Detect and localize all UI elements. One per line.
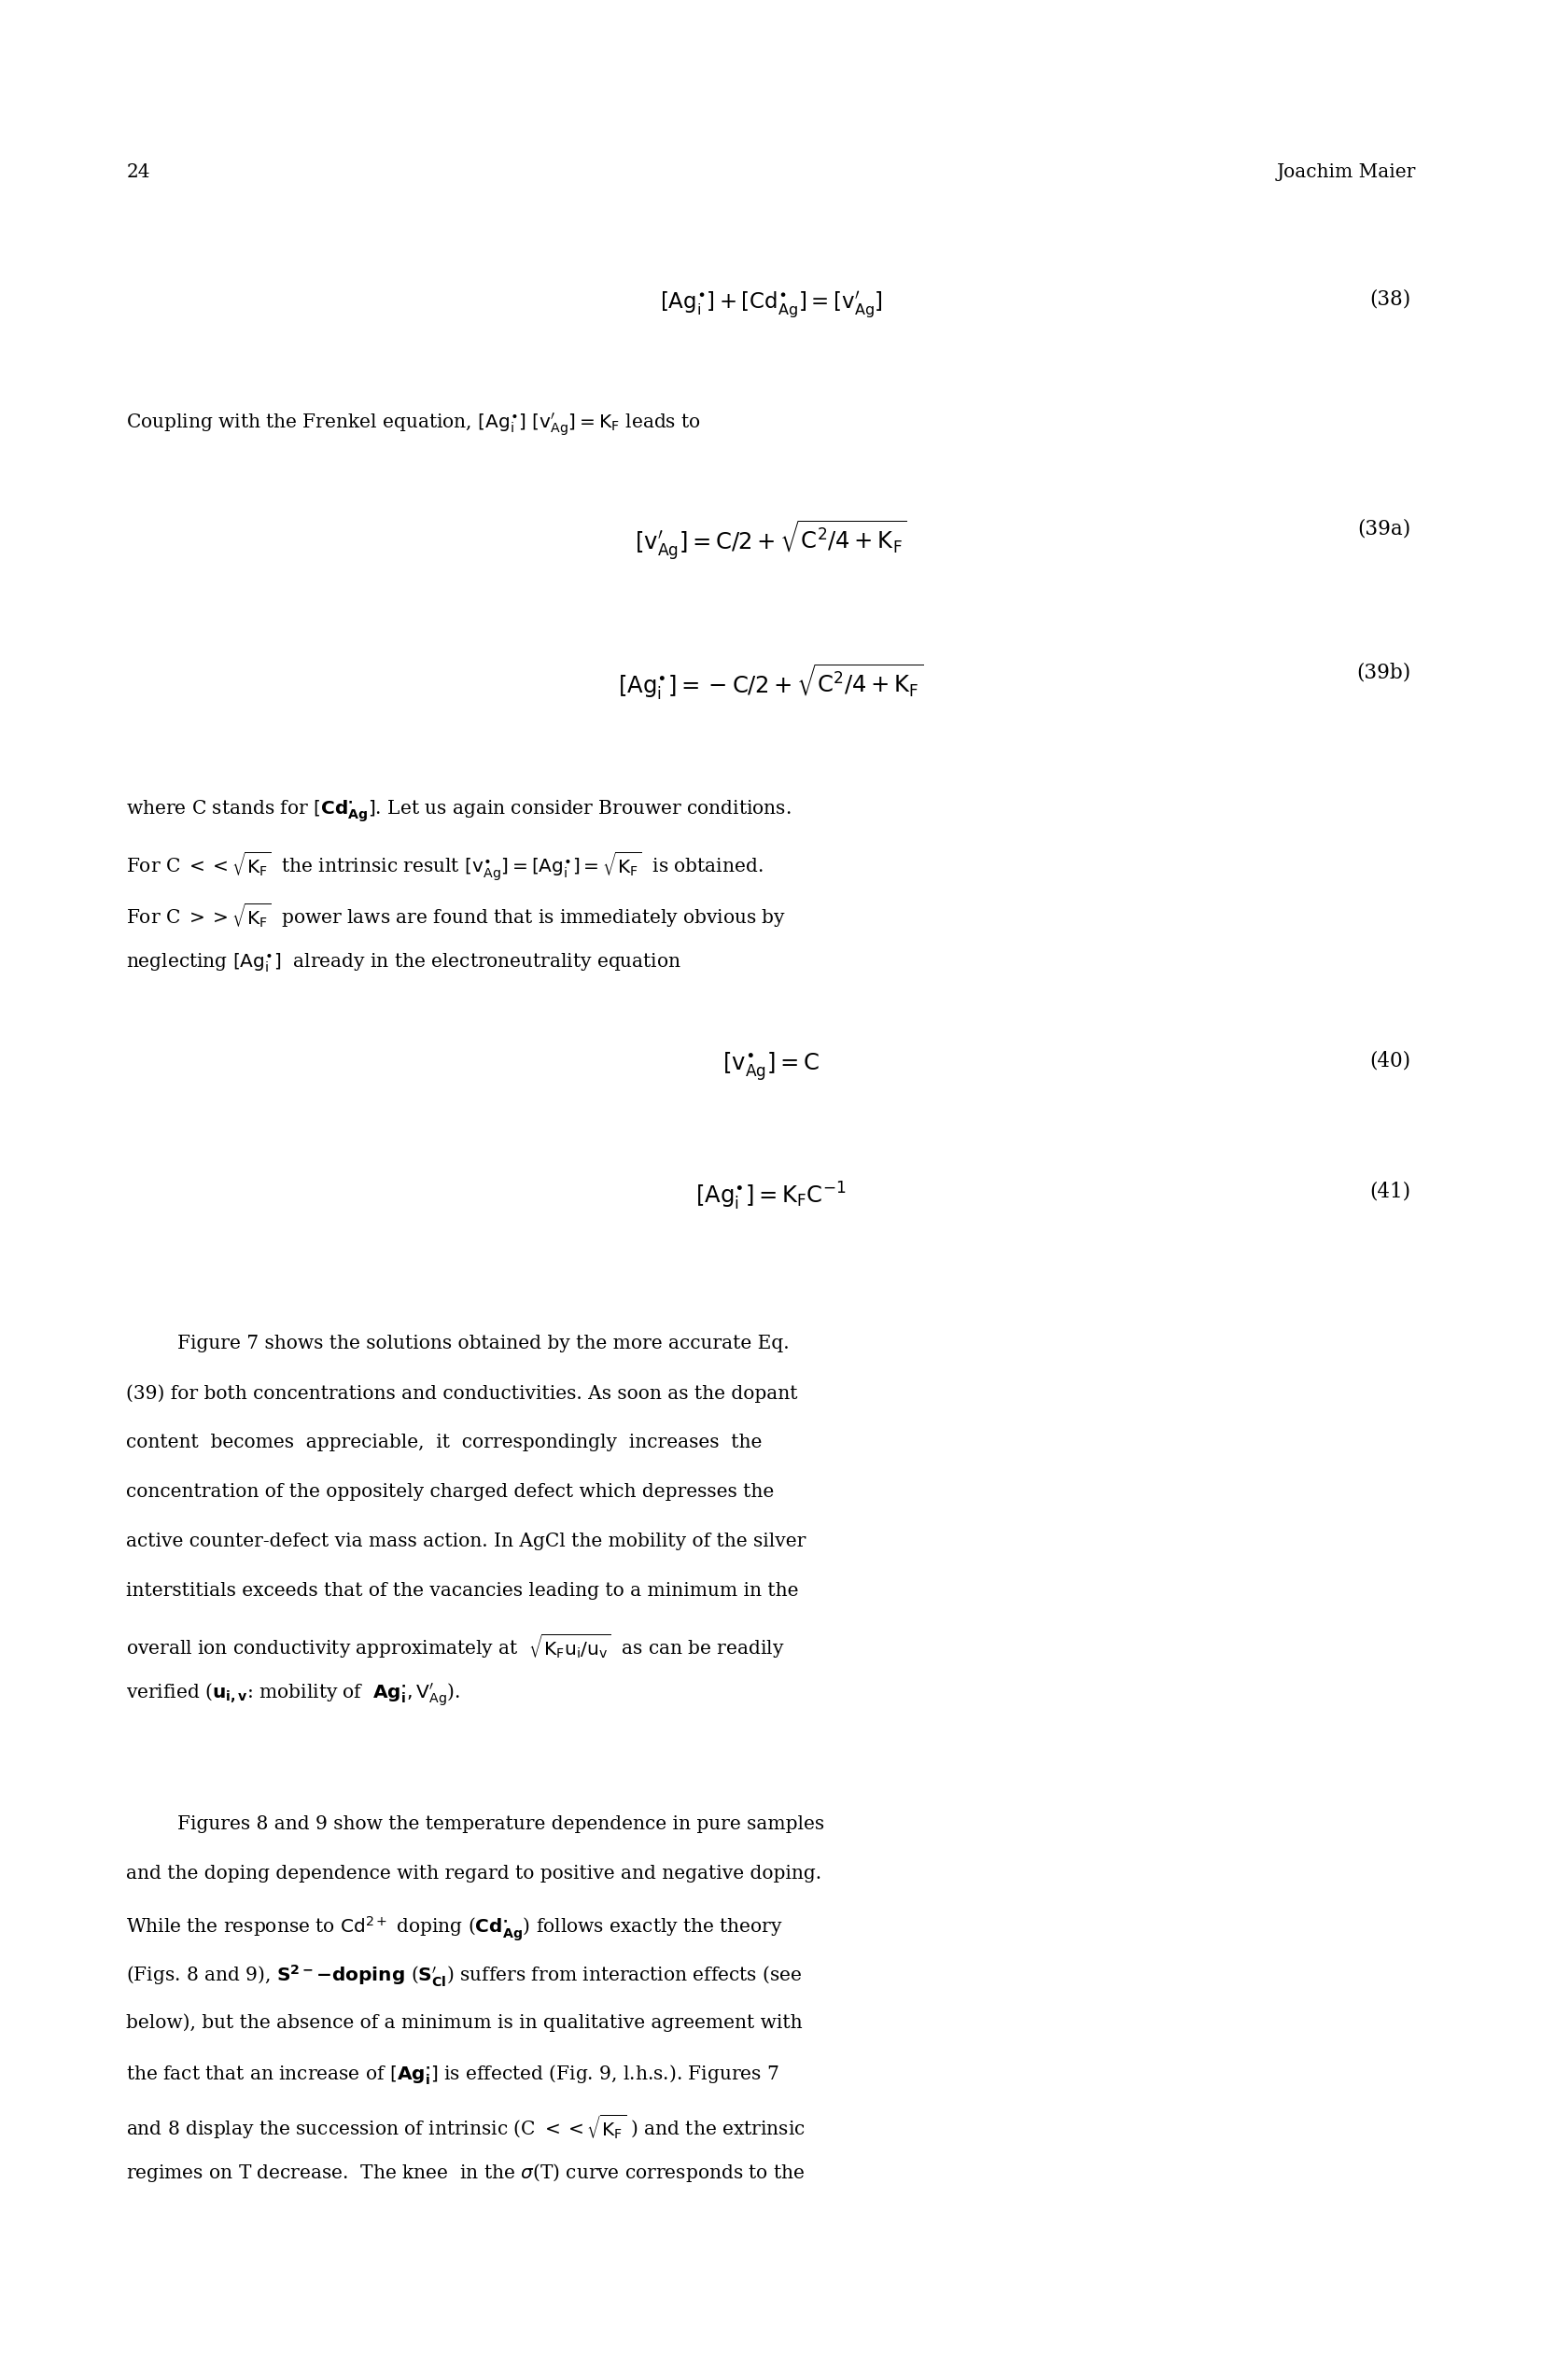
- Text: For C $>>\sqrt{\mathrm{K_F}}$  power laws are found that is immediately obvious : For C $>>\sqrt{\mathrm{K_F}}$ power laws…: [126, 900, 786, 931]
- Text: Joachim Maier: Joachim Maier: [1277, 164, 1416, 181]
- Text: (40): (40): [1369, 1050, 1411, 1071]
- Text: interstitials exceeds that of the vacancies leading to a minimum in the: interstitials exceeds that of the vacanc…: [126, 1583, 799, 1599]
- Text: overall ion conductivity approximately at  $\sqrt{\mathrm{K_F u_i}/\mathrm{u_v}}: overall ion conductivity approximately a…: [126, 1630, 785, 1661]
- Text: and the doping dependence with regard to positive and negative doping.: and the doping dependence with regard to…: [126, 1866, 822, 1883]
- Text: $[\mathrm{Ag_i^{\bullet}}]+[\mathrm{Cd_{Ag}^{\bullet}}]=[\mathrm{v_{Ag}^{\prime}: $[\mathrm{Ag_i^{\bullet}}]+[\mathrm{Cd_{…: [660, 290, 882, 319]
- Text: neglecting $[\mathrm{Ag_i^{\bullet}}]$  already in the electroneutrality equatio: neglecting $[\mathrm{Ag_i^{\bullet}}]$ a…: [126, 952, 682, 976]
- Text: and 8 display the succession of intrinsic (C $<< \sqrt{\mathrm{K_F}}$ ) and the : and 8 display the succession of intrinsi…: [126, 2111, 806, 2142]
- Text: For C $<<\sqrt{\mathrm{K_F}}$  the intrinsic result $[\mathrm{v^{\bullet}_{Ag}}]: For C $<<\sqrt{\mathrm{K_F}}$ the intrin…: [126, 850, 763, 883]
- Text: (41): (41): [1369, 1180, 1411, 1202]
- Text: $[\mathrm{Ag_i^{\bullet}}]=\mathrm{K_F}\mathrm{C}^{-1}$: $[\mathrm{Ag_i^{\bullet}}]=\mathrm{K_F}\…: [695, 1180, 847, 1211]
- Text: (Figs. 8 and 9), $\mathbf{S^{2-}}$$\mathbf{-doping}$ ($\mathbf{S^{\prime}_{Cl}}$: (Figs. 8 and 9), $\mathbf{S^{2-}}$$\math…: [126, 1964, 803, 1990]
- Text: verified ($\mathbf{u_{i,v}}$: mobility of  $\mathbf{Ag_i^{\bullet}}, \mathrm{V_{: verified ($\mathbf{u_{i,v}}$: mobility o…: [126, 1680, 461, 1709]
- Text: active counter-defect via mass action. In AgCl the mobility of the silver: active counter-defect via mass action. I…: [126, 1533, 806, 1549]
- Text: While the response to $\mathrm{Cd^{2+}}$ doping ($\mathbf{Cd^{\bullet}_{Ag}}$) f: While the response to $\mathrm{Cd^{2+}}$…: [126, 1914, 783, 1942]
- Text: Figure 7 shows the solutions obtained by the more accurate Eq.: Figure 7 shows the solutions obtained by…: [177, 1335, 790, 1352]
- Text: the fact that an increase of $[\mathbf{Ag_i^{\bullet}}]$ is effected (Fig. 9, l.: the fact that an increase of $[\mathbf{A…: [126, 2063, 780, 2087]
- Text: concentration of the oppositely charged defect which depresses the: concentration of the oppositely charged …: [126, 1483, 774, 1502]
- Text: 24: 24: [126, 164, 150, 181]
- Text: where C stands for $[\mathbf{Cd^{\bullet}_{Ag}}]$. Let us again consider Brouwer: where C stands for $[\mathbf{Cd^{\bullet…: [126, 797, 791, 823]
- Text: (39) for both concentrations and conductivities. As soon as the dopant: (39) for both concentrations and conduct…: [126, 1385, 799, 1402]
- Text: content  becomes  appreciable,  it  correspondingly  increases  the: content becomes appreciable, it correspo…: [126, 1433, 762, 1452]
- Text: (39a): (39a): [1357, 519, 1411, 538]
- Text: $[\mathrm{Ag_i^{\bullet}}]=-\mathrm{C}/2+\sqrt{\mathrm{C}^2/4+\mathrm{K_F}}$: $[\mathrm{Ag_i^{\bullet}}]=-\mathrm{C}/2…: [618, 662, 924, 702]
- Text: below), but the absence of a minimum is in qualitative agreement with: below), but the absence of a minimum is …: [126, 2013, 803, 2033]
- Text: $[\mathrm{v^{\bullet}_{Ag}}]=\mathrm{C}$: $[\mathrm{v^{\bullet}_{Ag}}]=\mathrm{C}$: [723, 1050, 819, 1083]
- Text: Coupling with the Frenkel equation, $[\mathrm{Ag_i^{\bullet}}]$ $[\mathrm{v_{Ag}: Coupling with the Frenkel equation, $[\m…: [126, 412, 702, 438]
- Text: regimes on T decrease.  The knee  in the $\sigma$(T) curve corresponds to the: regimes on T decrease. The knee in the $…: [126, 2161, 805, 2185]
- Text: Figures 8 and 9 show the temperature dependence in pure samples: Figures 8 and 9 show the temperature dep…: [177, 1816, 825, 1833]
- Text: (38): (38): [1369, 290, 1411, 309]
- Text: (39b): (39b): [1357, 662, 1411, 683]
- Text: $[\mathrm{v_{Ag}^{\prime}}]=\mathrm{C}/2+\sqrt{\mathrm{C}^2/4+\mathrm{K_F}}$: $[\mathrm{v_{Ag}^{\prime}}]=\mathrm{C}/2…: [635, 519, 907, 562]
